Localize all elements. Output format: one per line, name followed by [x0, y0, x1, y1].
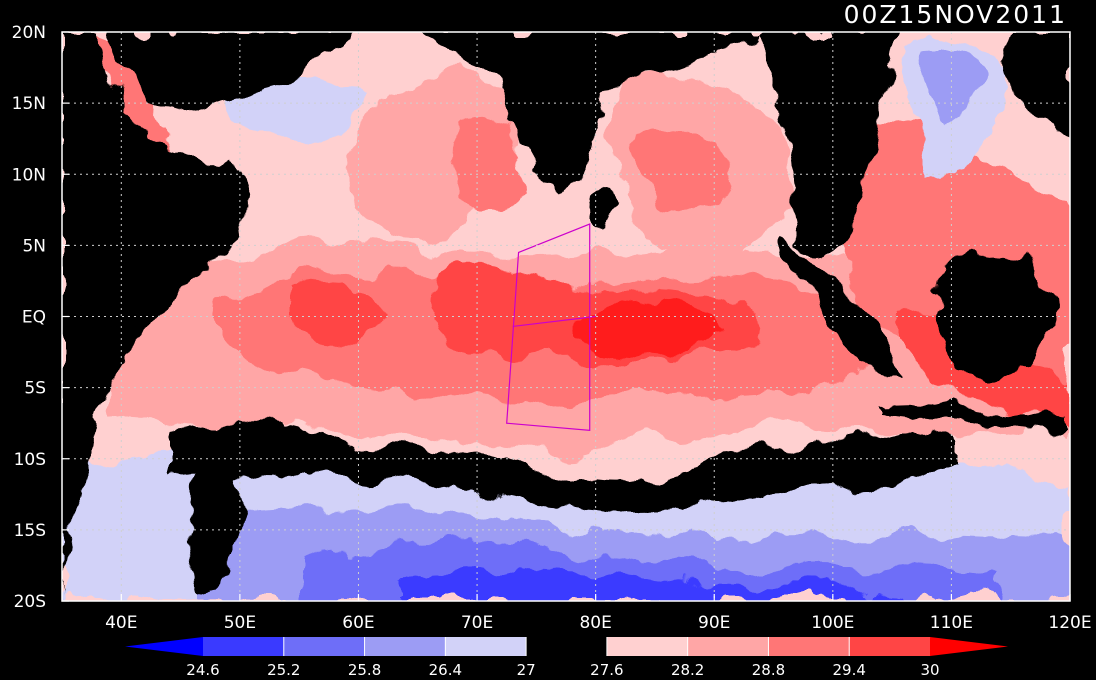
- domain-polygon: [506, 223, 596, 431]
- map-title: 00Z15NOV2011: [844, 0, 1067, 29]
- colorbar-segment: [203, 637, 285, 656]
- x-tick-label: 50E: [224, 613, 256, 633]
- colorbar-label: 30: [920, 661, 939, 679]
- colorbar-label: 27.6: [590, 661, 623, 679]
- colorbar-segment: [849, 637, 931, 656]
- y-tick-label: 15S: [14, 521, 46, 541]
- x-tick-label: 120E: [1048, 613, 1091, 633]
- x-tick-label: 90E: [698, 613, 730, 633]
- y-tick-label: 20N: [12, 23, 46, 43]
- colorbar-label: 28.2: [671, 661, 704, 679]
- x-axis: 40E 50E 60E 70E 80E 90E 100E 110E 120E: [105, 594, 1092, 633]
- y-tick-label: 5S: [24, 379, 46, 399]
- colorbar-segment: [364, 637, 446, 656]
- y-tick-label: EQ: [22, 308, 46, 328]
- colorbar-label: 26.4: [429, 661, 462, 679]
- colorbar-label: 24.6: [186, 661, 219, 679]
- colorbar: 24.6 25.2 25.8 26.4 27 27.6 28.2 28.8 29.4 30: [125, 637, 1008, 679]
- y-tick-label: 20S: [14, 592, 46, 612]
- domain-divider: [512, 315, 596, 328]
- x-tick-label: 60E: [342, 613, 374, 633]
- colorbar-arrow-low: [125, 637, 203, 656]
- colorbar-arrow-high: [930, 637, 1008, 656]
- y-tick-label: 15N: [12, 94, 46, 114]
- x-tick-label: 40E: [105, 613, 137, 633]
- colorbar-segment: [526, 637, 608, 656]
- colorbar-label: 25.8: [348, 661, 381, 679]
- colorbar-segment: [687, 637, 769, 656]
- colorbar-label: 28.8: [752, 661, 785, 679]
- domain-outline: [506, 223, 591, 431]
- colorbar-segment: [606, 637, 689, 656]
- y-tick-label: 5N: [22, 236, 46, 256]
- colorbar-segment: [445, 637, 527, 656]
- colorbar-label: 27: [517, 661, 536, 679]
- y-axis: 20N 15N 10N 5N EQ 5S 10S 15S 20S: [12, 23, 69, 612]
- colorbar-label: 29.4: [833, 661, 866, 679]
- colorbar-segment: [768, 637, 850, 656]
- x-tick-label: 80E: [579, 613, 611, 633]
- x-tick-label: 100E: [811, 613, 854, 633]
- grid: [62, 32, 1070, 601]
- x-tick-label: 70E: [461, 613, 493, 633]
- land-masses: [62, 32, 1070, 601]
- colorbar-segment: [283, 637, 366, 656]
- x-tick-label: 110E: [930, 613, 973, 633]
- y-tick-label: 10S: [14, 450, 46, 470]
- colorbar-label: 25.2: [267, 661, 300, 679]
- y-tick-label: 10N: [12, 165, 46, 185]
